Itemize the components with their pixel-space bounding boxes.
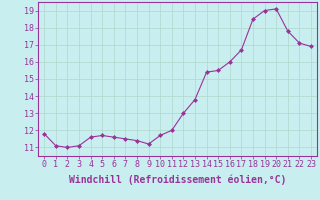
X-axis label: Windchill (Refroidissement éolien,°C): Windchill (Refroidissement éolien,°C) bbox=[69, 175, 286, 185]
